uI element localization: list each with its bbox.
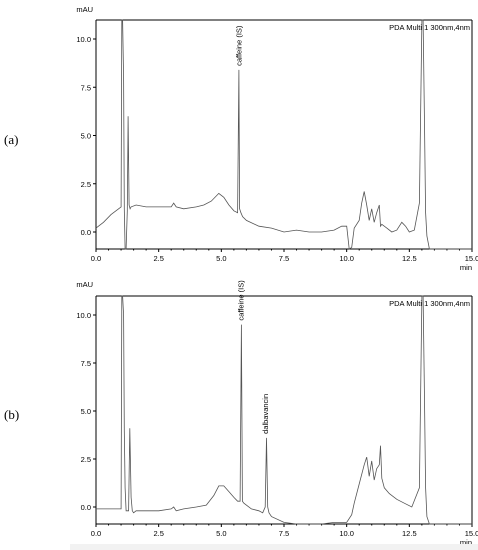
panel-b-x-tick-label: 2.5 (153, 529, 163, 538)
panel-b-x-tick-label: 7.5 (279, 529, 289, 538)
panel-label-a: (a) (4, 132, 19, 147)
panel-a-x-axis-label: min (460, 263, 472, 272)
panel-b-x-tick-label: 10.0 (339, 529, 354, 538)
panel-a-x-tick-label: 7.5 (279, 254, 289, 263)
panel-a-y-axis-label: mAU (76, 5, 93, 14)
panel-b-y-tick-label: 7.5 (81, 359, 91, 368)
panel-b-y-tick-label: 0.0 (81, 503, 91, 512)
panel-a-y-tick-label: 5.0 (81, 132, 91, 141)
panel-b-x-tick-label: 0.0 (91, 529, 101, 538)
panel-a-x-tick-label: 0.0 (91, 254, 101, 263)
panel-a-y-tick-label: 2.5 (81, 180, 91, 189)
panel-b-y-tick-label: 2.5 (81, 455, 91, 464)
panel-a-y-tick-label: 10.0 (76, 35, 91, 44)
panel-b-y-tick-label: 10.0 (76, 311, 91, 320)
panel-a-legend-text: PDA Multi 1 300nm,4nm (389, 23, 470, 32)
panel-a-y-tick-label: 7.5 (81, 83, 91, 92)
bottom-strip (70, 544, 478, 550)
panel-b-peak-annotation: dalbavancin (261, 394, 270, 434)
panel-a-x-tick-label: 5.0 (216, 254, 226, 263)
panel-b-y-tick-label: 5.0 (81, 407, 91, 416)
panel-label-b: (b) (4, 407, 20, 422)
panel-b-y-axis-label: mAU (76, 280, 93, 289)
panel-b-chart: 0.0 2.5 5.0 7.5 10.0 12.5 15.0 0.0 2.5 5.0 7.5 10.0… (76, 280, 478, 547)
panel-b-legend-text: PDA Multi 1 300nm,4nm (389, 299, 470, 308)
panel-a-chart: 0.0 2.5 5.0 7.5 10.0 12.5 15.0 0.0 2.5 5.0 7.5 10.0… (76, 5, 478, 272)
panel-b-peak-annotation: caffeine (IS) (236, 280, 245, 321)
panel-a-peak-annotation: caffeine (IS) (234, 25, 243, 66)
panel-b-x-tick-label: 15.0 (465, 529, 478, 538)
panel-a-x-tick-label: 10.0 (339, 254, 354, 263)
panel-a-x-tick-label: 12.5 (402, 254, 417, 263)
panel-b-trace (96, 295, 472, 525)
panel-a-y-tick-label: 0.0 (81, 228, 91, 237)
panel-b-x-tick-label: 12.5 (402, 529, 417, 538)
panel-b-x-axis-label: min (460, 538, 472, 547)
panel-a-x-tick-label: 15.0 (465, 254, 478, 263)
panel-b-x-tick-label: 5.0 (216, 529, 226, 538)
panel-a-trace (95, 19, 472, 250)
panel-a-x-tick-label: 2.5 (153, 254, 163, 263)
